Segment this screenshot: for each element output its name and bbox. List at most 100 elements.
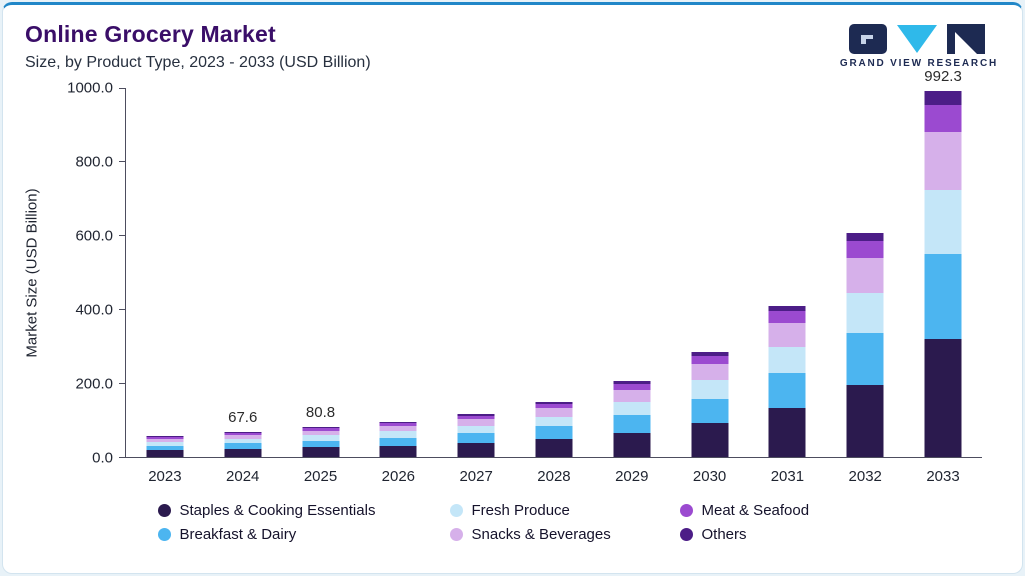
brand-logo-text: GRAND VIEW RESEARCH: [839, 58, 998, 69]
bar-segment: [146, 450, 184, 457]
bar-segment: [768, 346, 806, 374]
x-tick-label: 2028: [537, 468, 571, 485]
bar-segment: [846, 232, 884, 242]
bar-stack: [768, 88, 806, 457]
bar-segment: [924, 254, 962, 339]
bar-column: 992.3 2033: [904, 68, 982, 485]
y-tick-mark: [119, 161, 126, 163]
bar-segment: [146, 436, 184, 438]
bar-segment: [768, 311, 806, 323]
bar-segment: [613, 381, 651, 385]
legend-label: Breakfast & Dairy: [179, 526, 297, 543]
y-tick-mark: [119, 235, 126, 237]
header: Online Grocery Market Size, by Product T…: [3, 5, 1022, 72]
bar-segment: [691, 398, 729, 424]
bar-segment: [146, 445, 184, 451]
bar-stack: [457, 88, 495, 457]
x-tick-label: 2026: [381, 468, 416, 485]
bar-column: 2029: [593, 88, 671, 485]
bar-segment: [691, 355, 729, 364]
x-tick-label: 2031: [770, 468, 805, 485]
y-axis-title: Market Size (USD Billion): [23, 188, 41, 358]
bar-column: 2027: [437, 88, 515, 485]
bar-segment: [302, 435, 340, 441]
legend-label: Meat & Seafood: [701, 502, 810, 519]
bar-segment: [302, 430, 340, 436]
x-tick-label: 2027: [459, 468, 493, 485]
bar-stack: [924, 88, 962, 457]
bars-container: 2023 67.6 2024 80.8 2025 2026 2027 2028 2029 2030…: [126, 68, 982, 485]
bar-segment: [924, 104, 962, 133]
bar-stack: [691, 88, 729, 457]
bar-segment: [224, 432, 262, 434]
page-subtitle: Size, by Product Type, 2023 - 2033 (USD …: [25, 54, 371, 71]
plot-area: 2023 67.6 2024 80.8 2025 2026 2027 2028 2029 2030…: [119, 68, 982, 485]
y-tick-label: 1000.0: [67, 79, 113, 97]
legend-item: Others: [679, 526, 868, 543]
bar-value-label: 80.8: [305, 404, 336, 422]
bar-column: 2032: [826, 88, 904, 485]
bar-segment: [535, 416, 573, 427]
bar-value-label: 992.3: [924, 67, 962, 85]
bar-segment: [846, 293, 884, 333]
bar-segment: [691, 363, 729, 381]
legend-item: Snacks & Beverages: [449, 526, 680, 543]
bar-segment: [613, 401, 651, 416]
bar-column: 67.6 2024: [204, 88, 282, 485]
legend-swatch: [679, 528, 693, 541]
bar-segment: [302, 440, 340, 448]
bar-segment: [613, 415, 651, 433]
x-tick-label: 2024: [226, 468, 260, 485]
bar-stack: [846, 88, 884, 457]
legend-item: Meat & Seafood: [679, 502, 868, 519]
bar-segment: [457, 414, 495, 416]
legend: Staples & Cooking Essentials Fresh Produc…: [157, 502, 868, 543]
bar-segment: [457, 433, 495, 444]
y-tick-label: 0.0: [92, 449, 113, 467]
legend-item: Fresh Produce: [449, 502, 680, 519]
bar-value-label: 67.6: [228, 409, 258, 427]
bar-segment: [146, 438, 184, 442]
page-title: Online Grocery Market: [25, 21, 276, 47]
brand-logo-icon: [848, 24, 985, 54]
bar-segment: [302, 427, 340, 429]
bar-segment: [302, 428, 340, 431]
bar-segment: [379, 426, 417, 432]
bar-segment: [146, 441, 184, 446]
y-tick-mark: [119, 382, 126, 384]
brand-logo: GRAND VIEW RESEARCH: [840, 23, 998, 69]
bar-segment: [691, 380, 729, 399]
bar-segment: [846, 332, 884, 385]
bar-segment: [768, 408, 806, 457]
y-tick-label: 200.0: [75, 375, 113, 393]
y-tick-mark: [119, 308, 126, 310]
legend-label: Staples & Cooking Essentials: [179, 502, 376, 519]
bar-segment: [379, 423, 417, 426]
legend-swatch: [449, 528, 463, 541]
bar-column: 2030: [671, 88, 749, 485]
y-axis-ticks: 1000.0 800.0 600.0 400.0 200.0 0.0: [47, 80, 125, 467]
bar-segment: [613, 390, 651, 402]
bar-column: 2023: [126, 88, 204, 485]
bar-segment: [768, 373, 806, 409]
bar-stack: [535, 88, 573, 457]
bar-segment: [535, 408, 573, 417]
y-tick-label: 600.0: [75, 227, 113, 245]
bar-segment: [302, 447, 340, 457]
bar-segment: [846, 384, 884, 457]
bar-segment: [768, 322, 806, 347]
bar-segment: [768, 305, 806, 312]
legend-label: Snacks & Beverages: [471, 526, 611, 543]
x-tick-label: 2029: [615, 468, 649, 485]
bar-segment: [924, 189, 962, 255]
bar-stack: [146, 88, 184, 457]
bar-segment: [224, 434, 262, 439]
bar-segment: [457, 443, 495, 457]
legend-label: Others: [701, 526, 747, 543]
bar-segment: [613, 432, 651, 457]
chart-area: Market Size (USD Billion) 1000.0 800.0 600…: [3, 68, 1022, 485]
legend-swatch: [157, 528, 171, 541]
x-tick-label: 2032: [848, 468, 882, 485]
bar-segment: [535, 403, 573, 408]
bar-segment: [691, 351, 729, 356]
